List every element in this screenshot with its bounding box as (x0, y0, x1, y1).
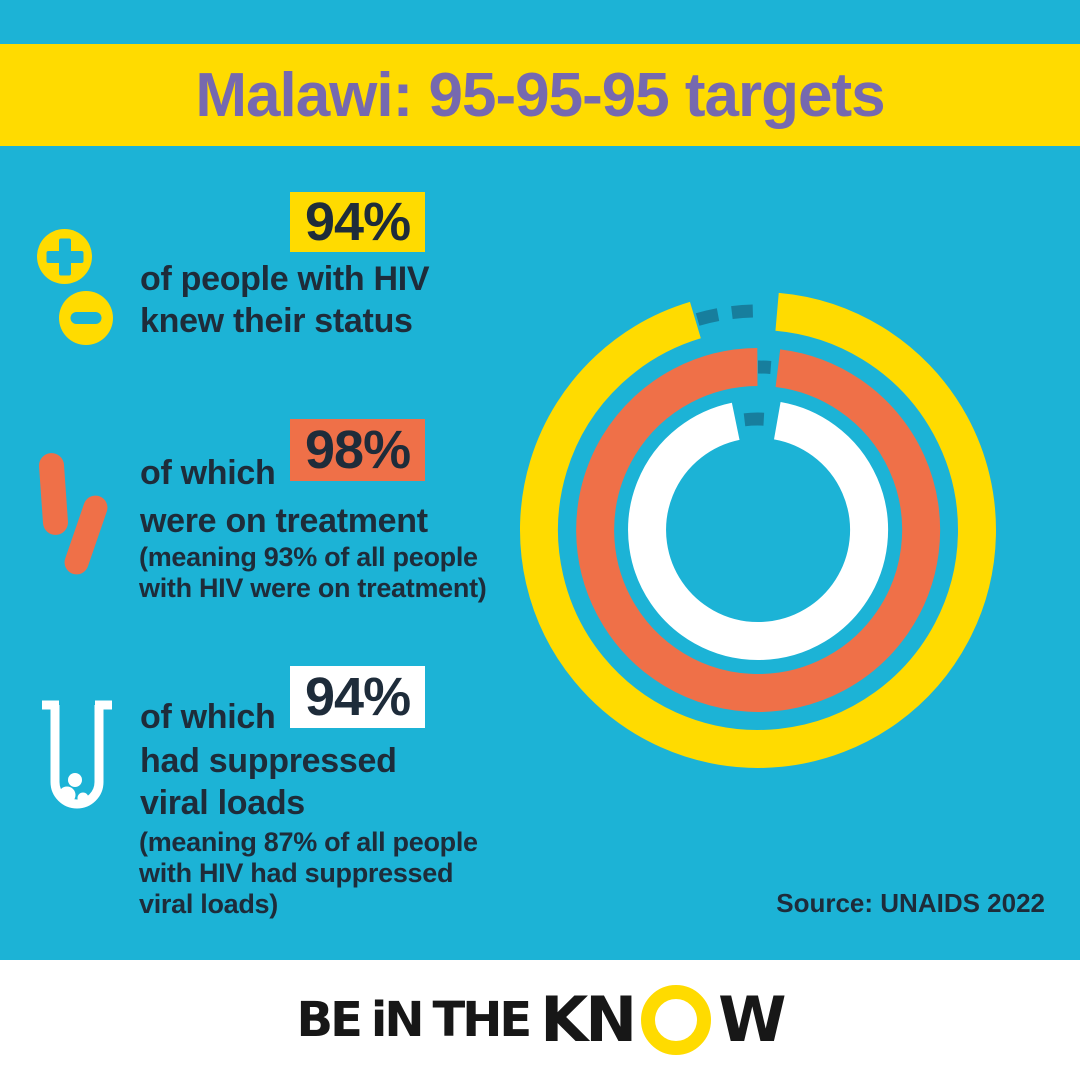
stat-text-knew-status: of people with HIV knew their status (140, 258, 430, 342)
be-in-the-know-logo: BE iN THE KN W (296, 983, 787, 1056)
donut-ring-suppressed-viral-loads (628, 401, 889, 660)
note-line: with HIV had suppressed (139, 858, 454, 888)
header-band: Malawi: 95-95-95 targets (0, 44, 1080, 146)
stat-prefix-suppressed: of which (140, 698, 276, 736)
stat-text-suppressed: had suppressed viral loads (140, 740, 397, 824)
stat-note-suppressed: (meaning 87% of all people with HIV had … (139, 827, 478, 920)
stat-line: had suppressed (140, 742, 397, 780)
pill-icon (61, 492, 111, 578)
donut-gap-dash-suppressed-viral-loads (743, 412, 765, 427)
donut-gap-dash-knew-status (695, 304, 762, 326)
test-tube-icon (42, 700, 112, 809)
donut-chart (520, 292, 996, 768)
plus-icon-bar (58, 238, 71, 275)
note-line: (meaning 93% of all people (139, 542, 478, 572)
donut-ring-on-treatment (576, 348, 941, 712)
donut-gap-dash-on-treatment (757, 360, 772, 374)
logo-word: KN (540, 983, 637, 1056)
stat-note-on-treatment: (meaning 93% of all people with HIV were… (139, 542, 487, 604)
minus-icon (59, 291, 113, 345)
stat-text-on-treatment: were on treatment (140, 502, 428, 540)
minus-icon-bar (70, 312, 102, 324)
logo-word: THE (432, 992, 532, 1048)
pill-icon (38, 452, 69, 536)
source-label: Source: UNAIDS 2022 (776, 888, 1045, 918)
stat-line: viral loads (140, 784, 305, 822)
note-line: with HIV were on treatment) (139, 573, 487, 603)
stat-value-on-treatment: 98% (290, 419, 426, 481)
stat-line: of people with HIV (140, 260, 430, 298)
logo-word: W (718, 983, 786, 1056)
logo-o-ring-icon (641, 985, 712, 1055)
stat-value-suppressed: 94% (290, 666, 426, 728)
page-title: Malawi: 95-95-95 targets (195, 60, 885, 130)
stat-value-knew-status: 94% (290, 192, 426, 252)
logo-word: BE (296, 992, 362, 1048)
stat-prefix-on-treatment: of which (140, 454, 276, 492)
note-line: viral loads) (139, 889, 278, 919)
plus-icon (37, 229, 92, 284)
footer-band: BE iN THE KN W (0, 960, 1080, 1080)
note-line: (meaning 87% of all people (139, 827, 478, 857)
logo-word: iN (370, 992, 425, 1048)
donut-ring-knew-status (520, 292, 996, 768)
stat-line: knew their status (140, 302, 413, 340)
